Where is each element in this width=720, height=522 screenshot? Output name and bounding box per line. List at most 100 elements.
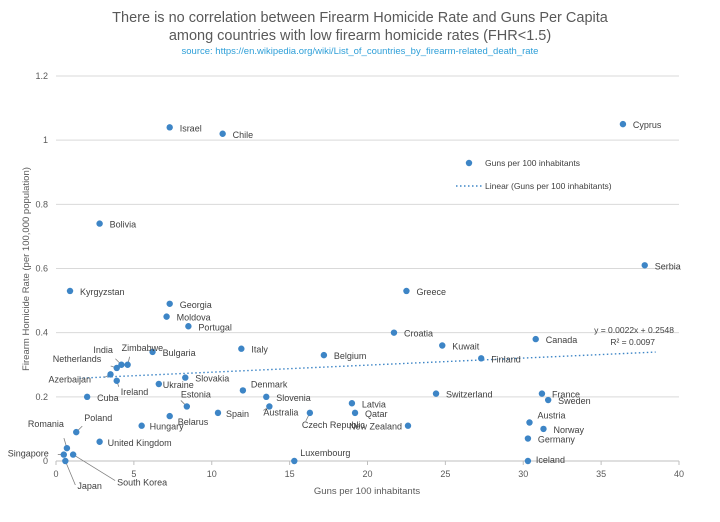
point-zimbabwe (124, 361, 131, 368)
point-greece (403, 287, 410, 295)
label-slovakia: Slovakia (195, 374, 229, 384)
label-ireland: Ireland (121, 387, 149, 397)
label-hungary: Hungary (150, 422, 185, 432)
chart-subtitle: among countries with low firearm homicid… (169, 28, 551, 44)
point-estonia (183, 403, 191, 410)
label-estonia: Estonia (181, 389, 211, 399)
point-kyrgyzstan (66, 287, 74, 295)
legend-series-label: Guns per 100 inhabitants (485, 158, 580, 168)
point-new-zealand (404, 422, 412, 429)
label-germany: Germany (538, 435, 576, 445)
label-netherlands: Netherlands (53, 354, 102, 364)
legend-marker (465, 159, 473, 167)
point-cyprus (619, 120, 627, 128)
y-axis-ticks: 0 0.2 0.4 0.6 0.8 1 1.2 (35, 71, 48, 466)
point-australia (266, 403, 273, 410)
point-bolivia (96, 220, 103, 227)
y-tick-label: 0 (43, 456, 48, 466)
label-zimbabwe: Zimbabwe (122, 343, 164, 353)
point-czech-republic (306, 409, 314, 417)
leader-japan (64, 460, 76, 486)
point-cuba (83, 393, 91, 401)
label-france: France (552, 390, 580, 400)
y-tick-label: 1.2 (35, 71, 48, 81)
point-slovakia (182, 374, 189, 381)
point-switzerland (432, 390, 440, 397)
point-ireland (113, 377, 120, 384)
y-tick-label: 0.4 (35, 328, 48, 338)
label-bulgaria: Bulgaria (163, 348, 196, 358)
point-croatia (390, 329, 398, 336)
point-austria (526, 419, 533, 426)
label-south-korea: South Korea (117, 478, 167, 488)
label-kuwait: Kuwait (452, 342, 480, 352)
gridlines (56, 75, 679, 462)
point-iceland (524, 457, 532, 465)
label-norway: Norway (553, 425, 584, 435)
x-tick-label: 0 (53, 469, 58, 479)
point-spain (214, 409, 222, 417)
label-latvia: Latvia (362, 399, 386, 409)
label-romania: Romania (28, 419, 64, 429)
point-qatar (351, 409, 359, 417)
label-united-kingdom: United Kingdom (108, 438, 172, 448)
label-czech-republic: Czech Republic (302, 420, 366, 430)
point-poland (73, 428, 80, 436)
point-japan (62, 457, 69, 465)
point-sweden (544, 396, 552, 404)
x-tick-label: 10 (207, 469, 217, 479)
y-axis-title: Firearm Homicide Rate (per 100,000 popul… (21, 167, 32, 371)
source-link[interactable]: source: https://en.wikipedia.org/wiki/Li… (182, 46, 539, 57)
point-slovenia (263, 393, 270, 401)
point-italy (238, 345, 245, 352)
chart-title: There is no correlation between Firearm … (112, 10, 609, 26)
label-spain: Spain (226, 409, 249, 419)
legend-trend-label: Linear (Guns per 100 inhabitants) (485, 181, 612, 191)
label-ukraine: Ukraine (163, 380, 194, 390)
point-south-korea (69, 451, 77, 458)
trendline (79, 351, 656, 379)
label-bolivia: Bolivia (110, 220, 137, 230)
point-israel (166, 124, 173, 131)
label-chile: Chile (233, 130, 254, 140)
point-norway (540, 425, 547, 433)
label-belarus: Belarus (178, 417, 209, 427)
x-tick-label: 25 (440, 469, 450, 479)
point-united-kingdom (96, 438, 103, 445)
point-germany (524, 435, 532, 442)
x-axis-title: Guns per 100 inhabitants (314, 486, 420, 497)
label-singapore: Singapore (8, 449, 49, 459)
label-serbia: Serbia (655, 261, 681, 271)
label-portugal: Portugal (198, 322, 232, 332)
point-georgia (166, 300, 173, 307)
x-tick-label: 5 (131, 469, 136, 479)
point-luxembourg (291, 457, 298, 465)
label-croatia: Croatia (404, 329, 433, 339)
x-tick-label: 35 (596, 469, 606, 479)
label-poland: Poland (84, 413, 112, 423)
point-belgium (320, 351, 328, 359)
point-azerbaijan (107, 371, 114, 378)
label-greece: Greece (416, 287, 446, 297)
label-belgium: Belgium (334, 351, 367, 361)
label-iceland: Iceland (536, 455, 565, 465)
trend-equation: y = 0.0022x + 0.2548 (594, 325, 674, 335)
label-moldova: Moldova (177, 313, 211, 323)
label-denmark: Denmark (251, 379, 288, 389)
x-tick-label: 30 (518, 469, 528, 479)
label-kyrgyzstan: Kyrgyzstan (80, 287, 125, 297)
x-tick-label: 40 (674, 469, 684, 479)
y-tick-label: 0.8 (35, 199, 48, 209)
label-switzerland: Switzerland (446, 390, 493, 400)
point-singapore (60, 451, 67, 458)
point-romania (63, 444, 71, 452)
data-labels: Cyprus Israel Chile Bolivia Serbia Kyrgyzstan… (8, 120, 681, 491)
label-azerbaijan: Azerbaijan (49, 374, 92, 384)
point-bulgaria (149, 348, 156, 356)
y-tick-label: 0.2 (35, 392, 48, 402)
point-serbia (641, 262, 648, 269)
point-netherlands (113, 364, 120, 372)
point-moldova (163, 313, 170, 320)
leader-south-korea (72, 454, 116, 481)
